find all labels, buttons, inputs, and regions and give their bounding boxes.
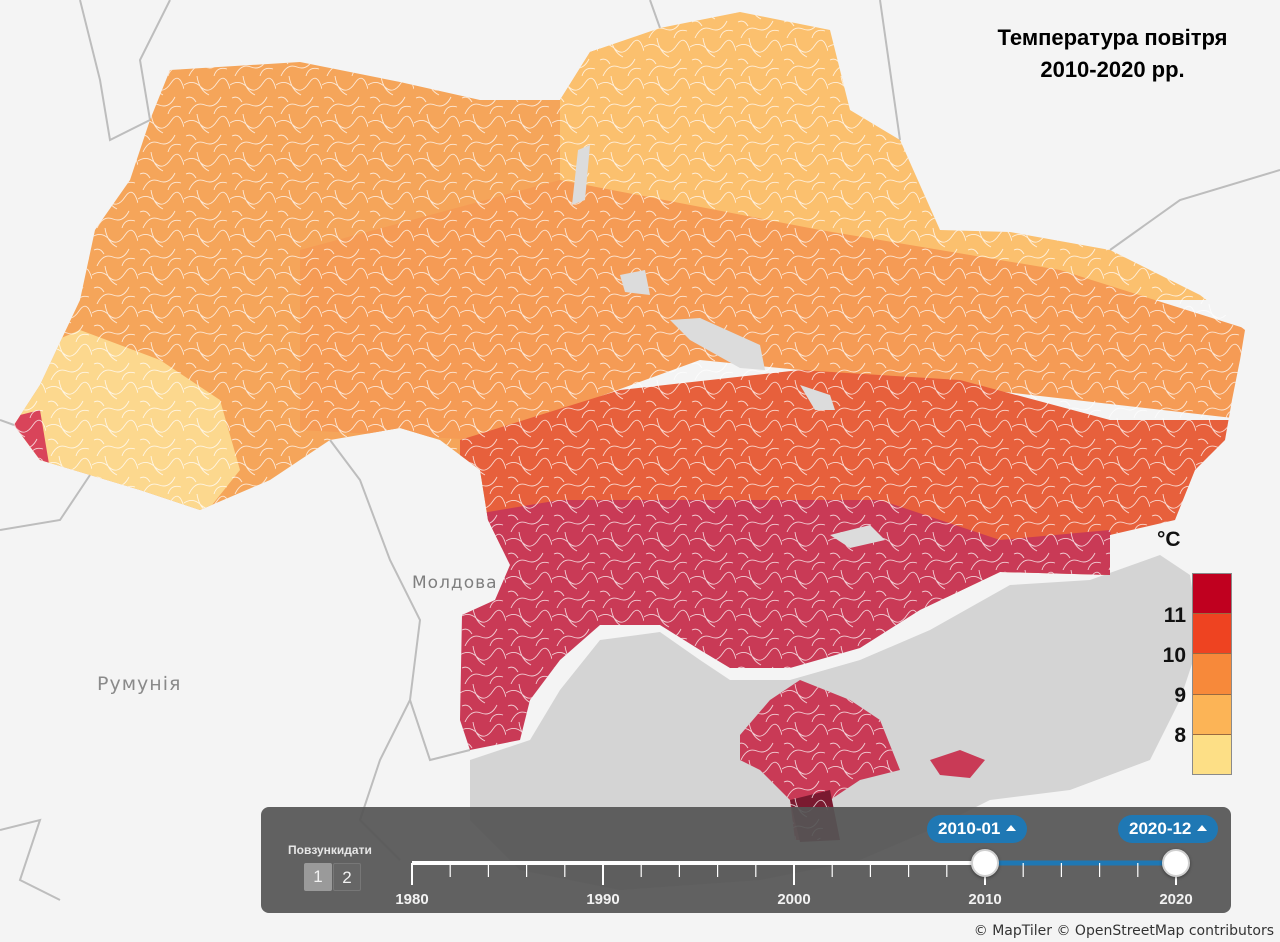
range-start-bubble[interactable]: 2010-01 [927, 815, 1028, 843]
legend-swatch [1193, 614, 1231, 655]
caret-up-icon [1197, 825, 1208, 831]
page-button-1[interactable]: 1 [304, 863, 332, 891]
axis-label-2010: 2010 [968, 891, 1002, 908]
legend-swatch [1193, 574, 1231, 615]
legend-tick: 11 [1163, 604, 1186, 627]
time-axis[interactable] [261, 807, 1231, 913]
caret-up-icon [1006, 825, 1017, 831]
legend-tick: 10 [1162, 644, 1186, 667]
axis-label-2020: 2020 [1159, 891, 1193, 908]
country-label-moldova: Молдова [412, 573, 498, 593]
slider-panel-label: Повзункидати [288, 843, 372, 857]
map-title-line2: 2010-2020 рр. [1040, 57, 1185, 82]
axis-label-1990: 1990 [586, 891, 620, 908]
legend-swatch [1193, 654, 1231, 695]
legend-unit: °C [1157, 528, 1181, 551]
legend-tick: 9 [1174, 684, 1186, 707]
range-start-value: 2010-01 [938, 819, 1001, 838]
crimea [740, 680, 985, 842]
axis-label-1980: 1980 [395, 891, 429, 908]
map-title-line1: Температура повітря [997, 25, 1228, 50]
legend-color-bar [1192, 573, 1232, 775]
map-attribution[interactable]: © MapTiler © OpenStreetMap contributors [973, 923, 1274, 939]
country-borders [0, 0, 1280, 901]
axis-label-2000: 2000 [777, 891, 811, 908]
time-slider-panel: Повзункидати 1 2 1980 1990 2000 2010 2020 20… [261, 807, 1231, 913]
range-start-handle[interactable] [971, 849, 999, 877]
range-end-bubble[interactable]: 2020-12 [1118, 815, 1219, 843]
legend-swatch [1193, 694, 1231, 735]
legend-tick: 8 [1174, 724, 1186, 747]
range-end-handle[interactable] [1162, 849, 1190, 877]
map-title: Температура повітря 2010-2020 рр. [960, 22, 1265, 86]
reservoirs [572, 145, 885, 548]
page-button-2[interactable]: 2 [333, 863, 361, 891]
country-label-romania: Румунія [97, 673, 182, 695]
legend-swatch [1193, 734, 1231, 775]
range-end-value: 2020-12 [1129, 819, 1192, 838]
